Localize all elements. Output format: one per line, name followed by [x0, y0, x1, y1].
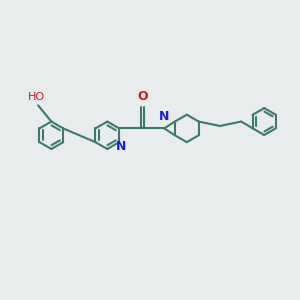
Text: HO: HO: [28, 92, 45, 102]
Text: O: O: [138, 90, 148, 103]
Text: N: N: [159, 110, 169, 123]
Text: N: N: [116, 140, 126, 153]
